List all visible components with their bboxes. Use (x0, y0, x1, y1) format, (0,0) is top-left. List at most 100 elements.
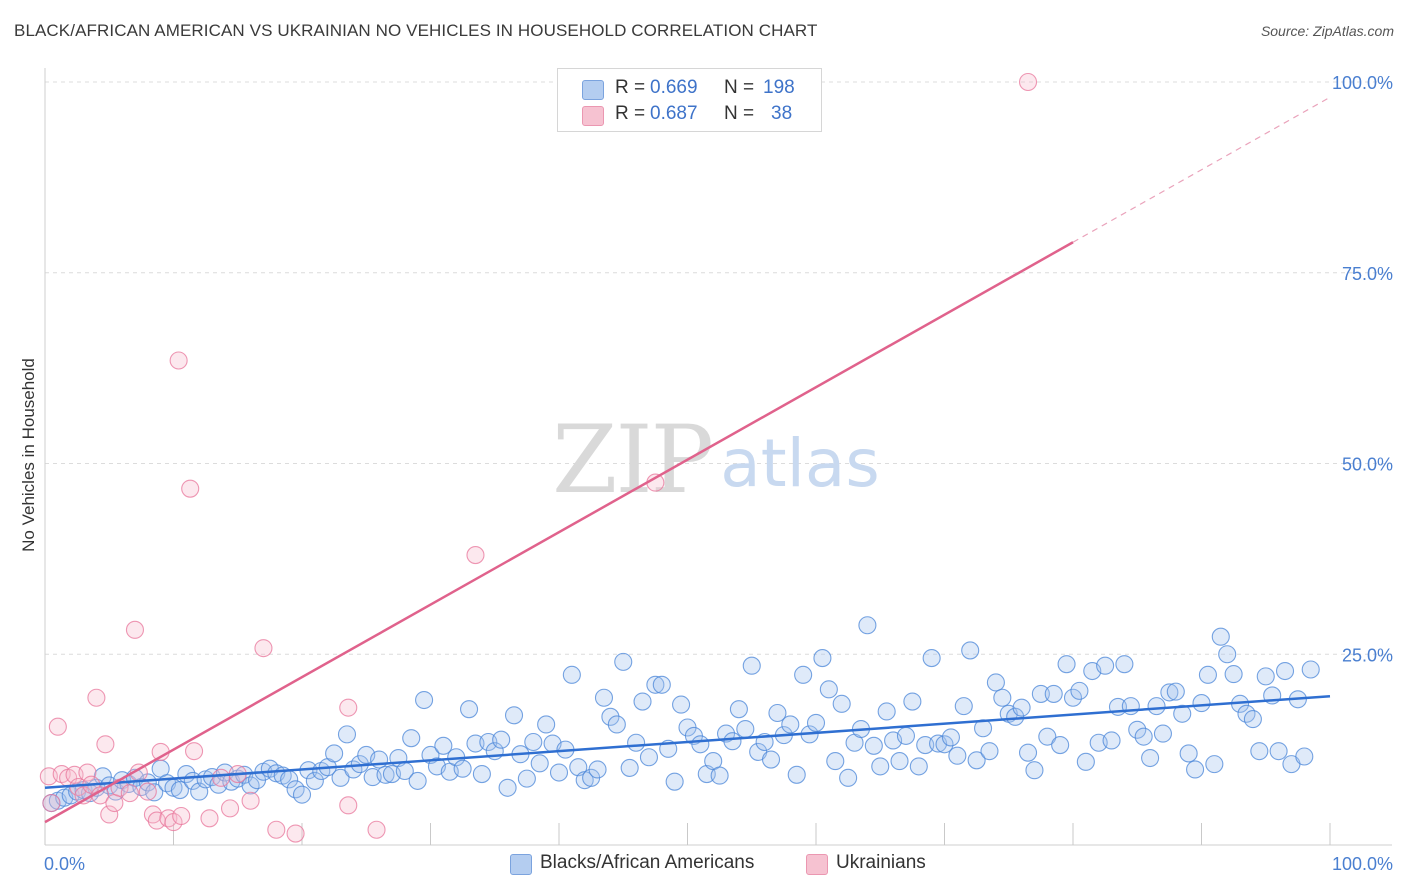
data-point-blacks (761, 750, 781, 769)
data-point-blacks (948, 746, 967, 765)
data-point-ukrainians (200, 809, 219, 828)
data-point-blacks (620, 758, 639, 777)
stats-swatch-pink (582, 106, 604, 126)
data-point-blacks (305, 771, 324, 790)
data-point-blacks (941, 728, 960, 747)
data-point-blacks (145, 783, 164, 802)
chart-title: BLACK/AFRICAN AMERICAN VS UKRAINIAN NO V… (14, 21, 818, 40)
data-point-ukrainians (138, 782, 157, 801)
data-point-blacks (652, 675, 671, 694)
data-point-blacks (1031, 684, 1050, 703)
data-point-blacks (562, 665, 581, 684)
data-point-blacks (472, 764, 491, 784)
data-point-blacks (839, 768, 858, 787)
n-label: N = (724, 77, 755, 98)
data-point-blacks (492, 730, 511, 749)
data-point-blacks (1250, 742, 1269, 761)
data-point-blacks (1038, 727, 1057, 746)
data-point-ukrainians (96, 735, 115, 754)
data-point-blacks (504, 706, 524, 725)
data-point-ukrainians (120, 784, 139, 803)
data-point-blacks (434, 736, 453, 755)
data-point-blacks (376, 765, 395, 784)
data-point-blacks (1018, 743, 1038, 762)
data-point-ukrainians (172, 806, 191, 826)
r-label: R = (615, 103, 646, 124)
y-axis-label: No Vehicles in Household (19, 358, 38, 552)
data-point-blacks (1134, 727, 1153, 746)
data-point-blacks (1153, 724, 1172, 743)
data-point-ukrainians (241, 791, 260, 810)
data-point-blacks (1205, 755, 1224, 774)
data-point-blacks (781, 715, 800, 734)
data-point-blacks (980, 742, 999, 761)
data-point-blacks (890, 752, 909, 771)
data-point-blacks (639, 748, 659, 767)
data-point-blacks (877, 702, 896, 721)
data-point-blacks (530, 754, 549, 773)
data-point-blacks (607, 715, 626, 734)
data-point-blacks (1192, 694, 1211, 713)
data-point-ukrainians (254, 639, 273, 658)
data-point-ukrainians (169, 351, 188, 370)
trend-line-blacks (44, 694, 1331, 790)
data-point-blacks (729, 700, 748, 719)
data-point-blacks (1198, 665, 1217, 684)
data-point-blacks (1186, 760, 1205, 779)
data-point-blacks (138, 773, 157, 792)
legend-swatch-blue (510, 854, 532, 875)
data-point-blacks (614, 652, 633, 671)
data-point-blacks (742, 656, 761, 675)
data-point-blacks (415, 690, 434, 710)
data-point-blacks (993, 688, 1012, 707)
legend-item-ukrainians[interactable]: Ukrainians (806, 852, 946, 876)
trend-line-ukrainians (44, 241, 1074, 824)
data-point-blacks (1224, 665, 1243, 684)
data-point-blacks (909, 757, 928, 776)
data-point-blacks (459, 700, 479, 719)
data-point-blacks (1275, 661, 1295, 681)
data-point-blacks (794, 665, 813, 684)
data-point-blacks (806, 713, 826, 732)
data-point-blacks (402, 729, 421, 748)
legend-item-blacks[interactable]: Blacks/African Americans (510, 852, 790, 876)
grid (45, 81, 1392, 655)
data-point-blacks (627, 733, 646, 752)
y-tick-label: 75.0% (1342, 264, 1393, 284)
data-point-blacks (1173, 704, 1192, 723)
y-tick-label: 25.0% (1342, 645, 1393, 665)
data-point-blacks (1057, 655, 1076, 674)
data-point-blacks (537, 715, 556, 734)
data-point-ukrainians (466, 546, 485, 565)
data-point-ukrainians (100, 805, 119, 824)
data-point-blacks (1211, 627, 1230, 646)
data-point-ukrainians (42, 793, 61, 813)
data-point-blacks (986, 673, 1005, 692)
data-point-blacks (768, 703, 787, 723)
data-point-blacks (1070, 681, 1089, 700)
data-point-blacks (710, 766, 729, 785)
data-point-blacks (1115, 655, 1134, 674)
data-point-ukrainians (286, 824, 305, 843)
data-point-blacks (723, 732, 742, 751)
data-point-blacks (1160, 683, 1179, 702)
data-point-blacks (588, 760, 607, 779)
watermark: ZIP atlas (552, 406, 880, 515)
data-point-ukrainians (48, 717, 67, 736)
data-point-blacks (935, 735, 954, 754)
data-point-blacks (691, 735, 710, 754)
data-point-blacks (1044, 684, 1063, 703)
data-point-blacks (903, 692, 922, 711)
data-point-ukrainians (211, 768, 231, 787)
y-tick-label: 50.0% (1342, 455, 1393, 475)
data-point-blacks (1121, 697, 1140, 716)
data-point-blacks (967, 751, 986, 770)
data-point-blacks (1096, 656, 1115, 675)
data-point-blacks (1243, 710, 1262, 729)
data-point-blacks (832, 694, 851, 713)
data-point-ukrainians (185, 742, 204, 761)
data-point-blacks (1295, 747, 1314, 766)
data-point-blacks (1102, 731, 1121, 750)
stats-row-ukrainians: R = 0.687 N = 38 (558, 103, 821, 129)
data-point-blacks (871, 757, 890, 776)
